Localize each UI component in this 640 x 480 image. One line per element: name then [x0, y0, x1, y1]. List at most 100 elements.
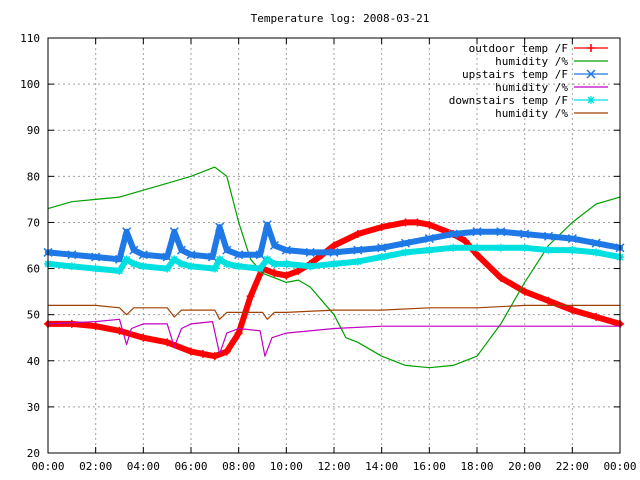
data-point — [186, 250, 196, 260]
x-tick-label: 22:00 — [556, 460, 589, 473]
data-point — [215, 222, 225, 232]
data-point — [187, 347, 195, 356]
series-1 — [47, 166, 621, 369]
legend-marker — [587, 96, 595, 104]
legend-label: outdoor temp /F — [469, 42, 568, 55]
data-point — [567, 234, 577, 244]
legend-label: humidity /% — [495, 55, 568, 68]
data-point — [496, 243, 505, 252]
data-point — [449, 243, 458, 252]
data-point — [401, 248, 410, 257]
x-tick-label: 14:00 — [365, 460, 398, 473]
data-point — [591, 238, 601, 248]
y-tick-label: 70 — [27, 216, 40, 229]
data-point — [306, 262, 315, 271]
data-point — [207, 252, 217, 262]
y-tick-label: 20 — [27, 447, 40, 460]
data-point — [330, 241, 338, 250]
plot-area — [43, 166, 625, 369]
x-tick-label: 06:00 — [174, 460, 207, 473]
data-point — [473, 243, 481, 252]
data-point — [425, 246, 434, 255]
data-point — [270, 269, 279, 278]
data-point — [234, 262, 243, 271]
data-point — [353, 257, 362, 266]
legend-label: upstairs temp /F — [462, 68, 568, 81]
data-point — [162, 252, 172, 262]
data-point — [473, 250, 481, 259]
data-point — [129, 245, 139, 255]
y-tick-label: 80 — [27, 170, 40, 183]
data-point — [568, 306, 577, 315]
series-line — [47, 166, 621, 369]
data-point — [520, 243, 529, 252]
data-point — [448, 229, 458, 239]
series-2 — [43, 220, 625, 264]
y-tick-label: 30 — [27, 401, 40, 414]
data-point — [520, 229, 530, 239]
data-point — [544, 296, 553, 305]
axes: 20 30 40 50 60 70 80 90 100 110 00:00 02:00 04:00 06:… — [20, 32, 636, 473]
data-point — [401, 218, 410, 227]
chart-title: Temperature log: 2008-03-21 — [251, 12, 430, 25]
x-tick-label: 10:00 — [270, 460, 303, 473]
data-point — [210, 352, 219, 361]
series-line — [47, 318, 621, 357]
data-point — [115, 266, 124, 275]
data-point — [543, 231, 554, 241]
data-point — [330, 259, 338, 268]
data-point — [222, 259, 231, 268]
data-point — [496, 273, 505, 282]
y-tick-label: 60 — [27, 263, 40, 276]
legend-marker — [587, 44, 595, 52]
data-point — [400, 238, 411, 248]
data-point — [138, 250, 148, 260]
data-point — [425, 220, 434, 229]
data-point — [67, 250, 77, 260]
x-tick-label: 18:00 — [460, 460, 493, 473]
data-point — [544, 246, 553, 255]
data-point — [592, 248, 601, 257]
data-point — [129, 259, 138, 268]
legend-marker — [586, 69, 596, 79]
data-point — [234, 329, 243, 338]
data-point — [282, 259, 291, 268]
data-point — [176, 245, 186, 255]
data-point — [91, 322, 100, 331]
data-point — [353, 229, 362, 238]
data-point — [163, 338, 172, 347]
data-point — [270, 259, 279, 268]
x-tick-label: 12:00 — [317, 460, 350, 473]
data-point — [67, 319, 76, 328]
data-point — [305, 247, 315, 257]
legend-label: downstairs temp /F — [449, 94, 568, 107]
data-point — [122, 227, 132, 237]
x-tick-label: 02:00 — [79, 460, 112, 473]
legend-label: humidity /% — [495, 107, 568, 120]
data-point — [294, 266, 303, 275]
data-point — [461, 236, 470, 245]
data-point — [329, 247, 339, 257]
data-point — [139, 333, 148, 342]
data-point — [413, 218, 422, 227]
x-tick-label: 08:00 — [222, 460, 255, 473]
data-point — [163, 264, 172, 273]
data-point — [592, 312, 601, 321]
y-tick-label: 90 — [27, 124, 40, 137]
plot-frame — [47, 37, 621, 454]
data-point — [246, 292, 255, 301]
x-tick-label: 00:00 — [603, 460, 636, 473]
data-point — [496, 227, 506, 237]
x-tick-label: 20:00 — [508, 460, 541, 473]
data-point — [281, 245, 291, 255]
y-tick-label: 50 — [27, 309, 40, 322]
data-point — [91, 252, 101, 262]
data-point — [215, 255, 224, 264]
data-point — [256, 264, 265, 273]
grid — [48, 38, 620, 453]
data-point — [177, 259, 186, 268]
x-tick-label: 00:00 — [31, 460, 64, 473]
data-point — [234, 250, 244, 260]
data-point — [187, 262, 195, 271]
